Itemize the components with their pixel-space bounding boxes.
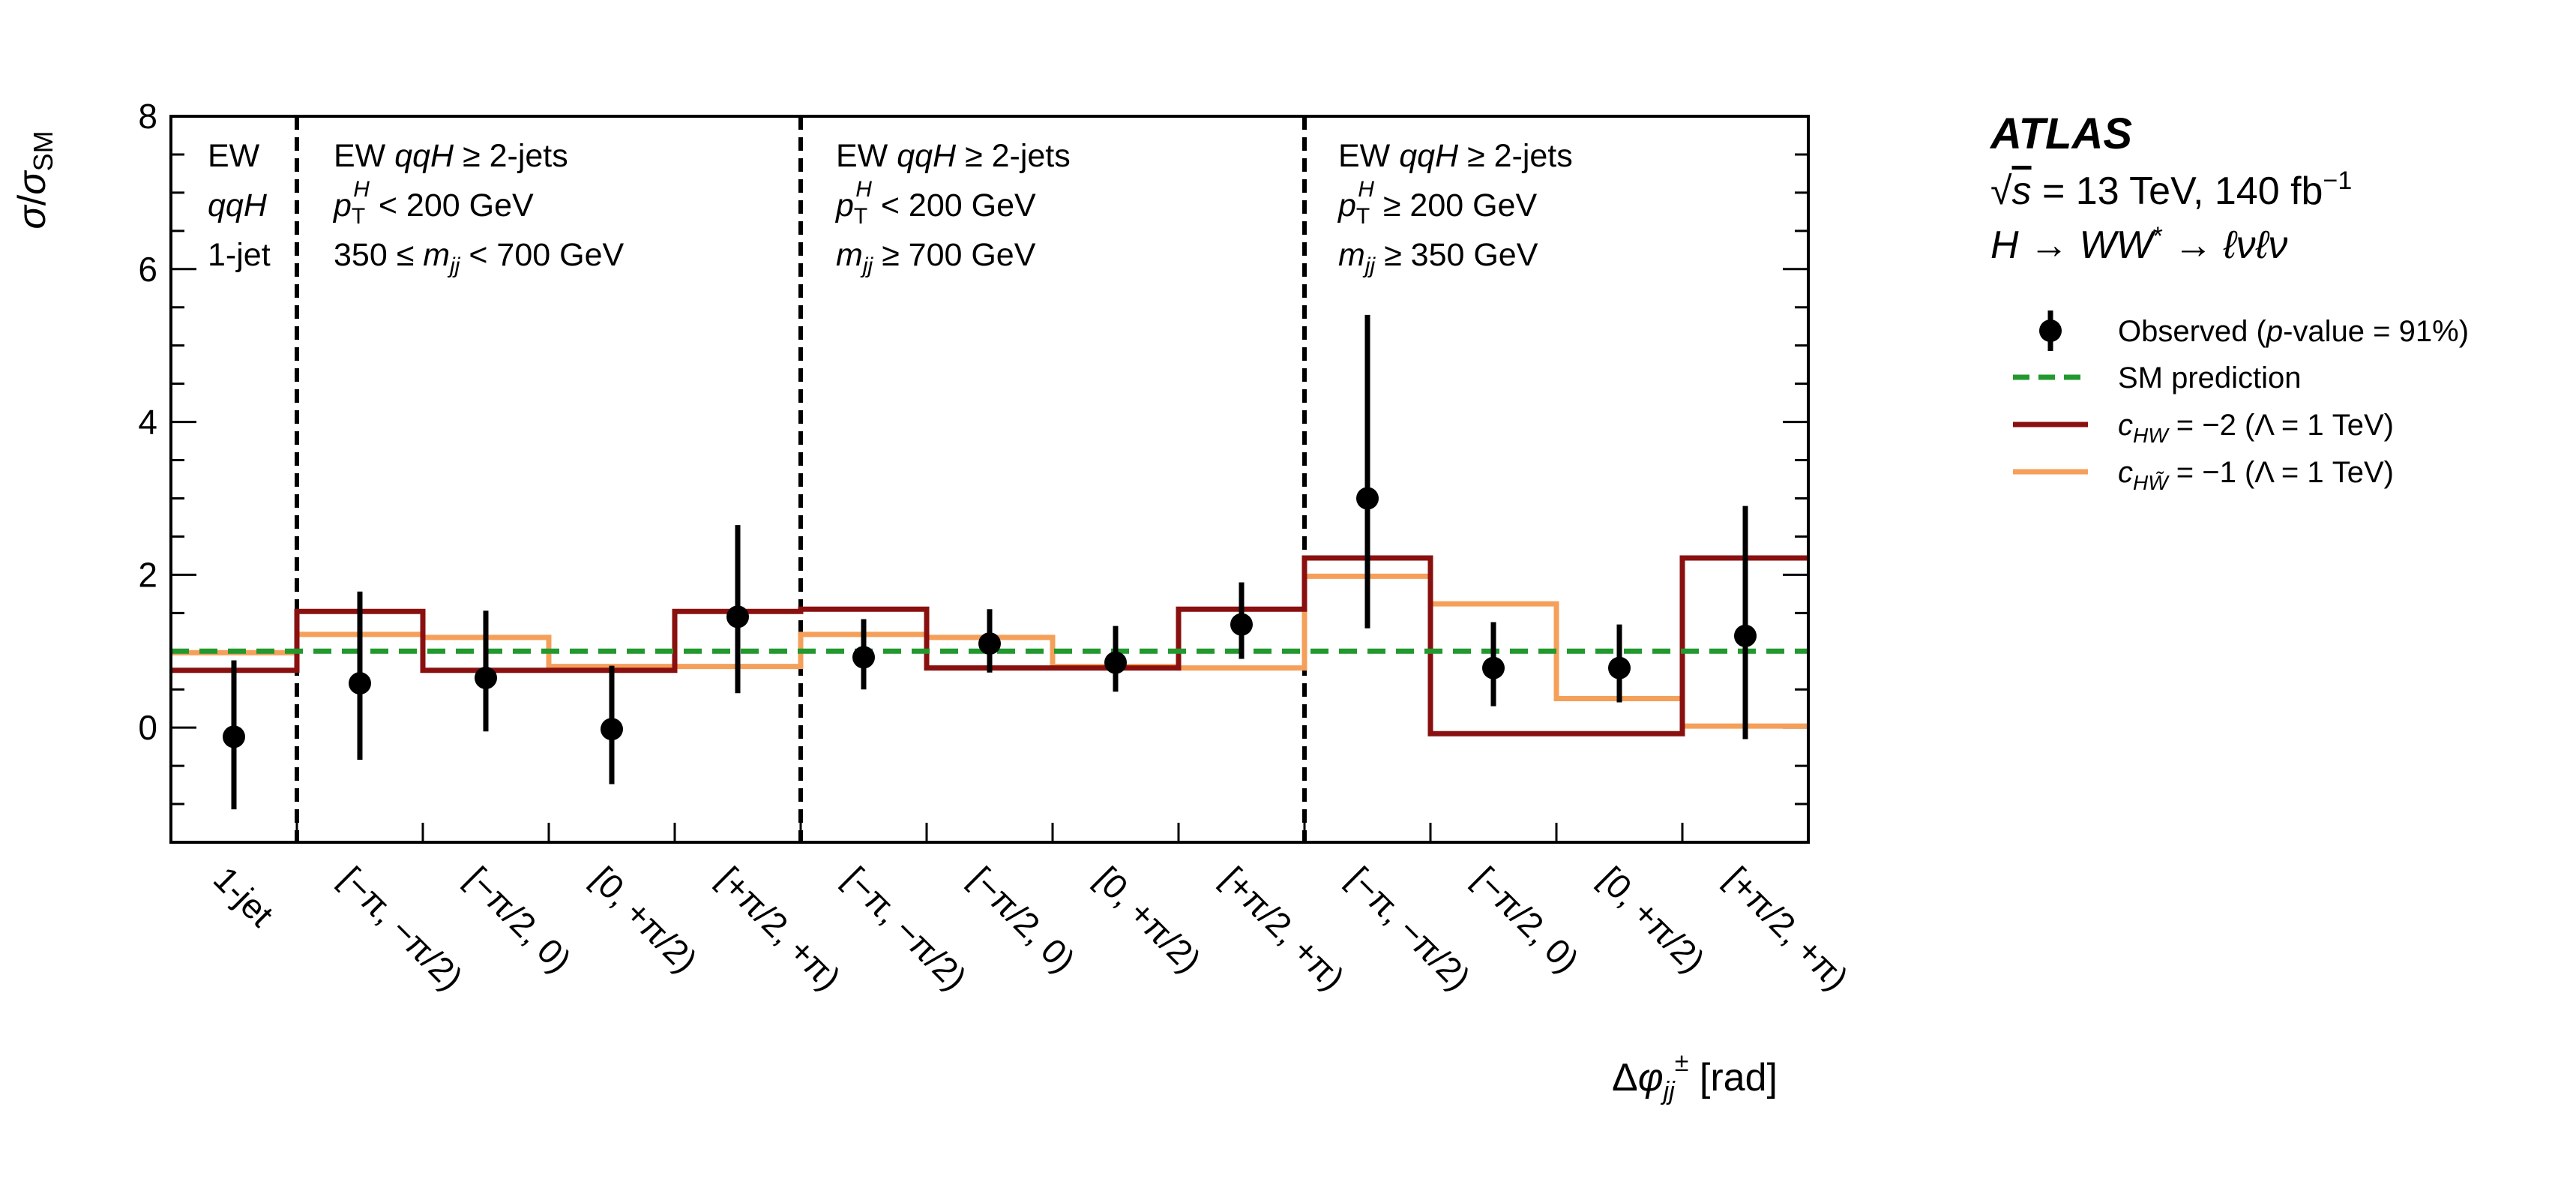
svg-text:qqH: qqH: [208, 188, 268, 224]
svg-text:pTH < 200 GeV: pTH < 200 GeV: [834, 177, 1036, 229]
legend-sm-prediction: SM prediction: [2013, 362, 2302, 394]
y-tick-label: 2: [138, 555, 157, 594]
region-label-2jet-high-mjj: EW qqH ≥ 2-jets pTH < 200 GeV mjj ≥ 700 …: [834, 138, 1071, 278]
x-category-label: [0, +π/2): [584, 859, 705, 980]
x-category-label: [−π, −π/2): [332, 859, 471, 998]
svg-text:cHW̃ = −1 (Λ = 1 TeV): cHW̃ = −1 (Λ = 1 TeV): [2118, 456, 2394, 494]
observed-point: [1482, 656, 1505, 680]
x-category-label: [−π, −π/2): [1340, 859, 1478, 998]
y-tick-label: 0: [138, 708, 157, 747]
observed-point: [1104, 651, 1127, 674]
y-axis-label: σ/σSM: [10, 130, 58, 229]
legend: Observed (p-value = 91%) SM prediction c…: [2013, 310, 2469, 494]
x-category-label: 1-jet: [206, 859, 281, 934]
experiment-name: ATLAS: [1989, 110, 2132, 158]
series-layer: [171, 555, 1808, 736]
svg-text:1-jet: 1-jet: [208, 237, 271, 273]
experiment-energy: √s = 13 TeV, 140 fb−1: [1990, 166, 2352, 213]
x-category-label: [−π, −π/2): [836, 859, 975, 998]
points-layer: [223, 314, 1757, 810]
svg-text:350 ≤ mjj < 700 GeV: 350 ≤ mjj < 700 GeV: [334, 237, 624, 278]
observed-point: [1608, 656, 1631, 680]
svg-text:EW qqH ≥ 2-jets: EW qqH ≥ 2-jets: [836, 138, 1071, 174]
svg-text:SM prediction: SM prediction: [2118, 362, 2302, 394]
legend-chwtilde: cHW̃ = −1 (Λ = 1 TeV): [2013, 456, 2394, 494]
x-category-label: [+π/2, +π): [1718, 859, 1856, 998]
svg-text:Observed (p-value = 91%): Observed (p-value = 91%): [2118, 315, 2469, 348]
y-tick-label: 8: [138, 97, 157, 136]
plot-frame: [169, 115, 1810, 844]
svg-text:cHW = −2 (Λ = 1 TeV): cHW = −2 (Λ = 1 TeV): [2118, 409, 2394, 447]
x-category-label: [+π/2, +π): [710, 859, 849, 998]
svg-text:EW qqH ≥ 2-jets: EW qqH ≥ 2-jets: [1338, 138, 1573, 174]
observed-point: [978, 632, 1001, 656]
legend-chw: cHW = −2 (Λ = 1 TeV): [2013, 409, 2394, 447]
svg-text:EW: EW: [208, 138, 260, 174]
x-category-label: [+π/2, +π): [1214, 859, 1352, 998]
y-tick-label: 6: [138, 250, 157, 289]
observed-point: [349, 672, 371, 695]
x-category-label: [−π/2, 0): [458, 859, 579, 980]
x-category-label: [−π/2, 0): [1466, 859, 1586, 980]
observed-point: [852, 646, 875, 669]
frame-layer: [169, 115, 1810, 844]
svg-text:mjj ≥ 350 GeV: mjj ≥ 350 GeV: [1338, 237, 1538, 278]
observed-point: [726, 605, 749, 628]
y-tick-label: 4: [138, 403, 157, 442]
x-category-label: [0, +π/2): [1592, 859, 1712, 980]
x-axis-label: Δφjj± [rad]: [1612, 1048, 1778, 1106]
svg-text:mjj ≥ 700 GeV: mjj ≥ 700 GeV: [836, 237, 1036, 278]
series-chw: [171, 555, 1808, 736]
svg-text:pTH < 200 GeV: pTH < 200 GeV: [332, 177, 534, 229]
observed-point: [601, 718, 623, 741]
region-label-2jet-low-mjj: EW qqH ≥ 2-jets pTH < 200 GeV 350 ≤ mjj …: [332, 138, 624, 278]
observed-point: [1356, 487, 1379, 510]
experiment-process: H → WW* → ℓνℓν: [1990, 222, 2287, 267]
observed-point: [1230, 613, 1253, 636]
observed-point: [475, 666, 497, 689]
svg-text:pTH ≥ 200 GeV: pTH ≥ 200 GeV: [1337, 177, 1537, 229]
x-category-label: [−π/2, 0): [962, 859, 1083, 980]
observed-point: [1734, 624, 1757, 647]
svg-text:σ/σSM: σ/σSM: [10, 130, 58, 229]
observed-point: [223, 725, 245, 748]
svg-text:EW qqH ≥ 2-jets: EW qqH ≥ 2-jets: [334, 138, 568, 174]
region-label-2jet-high-pt: EW qqH ≥ 2-jets pTH ≥ 200 GeV mjj ≥ 350 …: [1337, 138, 1573, 278]
region-label-1jet: EW qqH 1-jet: [208, 138, 271, 273]
x-category-label: [0, +π/2): [1088, 859, 1209, 980]
legend-observed: Observed (p-value = 91%): [2039, 310, 2469, 351]
